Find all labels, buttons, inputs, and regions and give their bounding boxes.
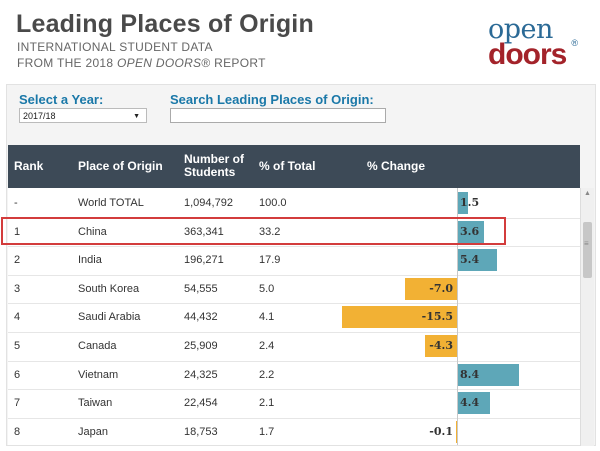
rank-cell: 3 xyxy=(14,282,21,295)
scroll-thumb[interactable] xyxy=(583,222,592,278)
pct-total-cell: 2.4 xyxy=(259,340,275,352)
column-place[interactable]: Place of Origin xyxy=(78,159,163,173)
subtitle-italic: OPEN DOORS xyxy=(117,56,202,70)
change-label: 3.6 xyxy=(460,224,480,238)
pct-total-cell: 4.1 xyxy=(259,311,275,324)
subtitle-prefix: FROM THE 2018 xyxy=(17,56,118,70)
column-pct-total[interactable]: % of Total xyxy=(259,159,316,173)
pct-total-cell: 1.7 xyxy=(259,425,275,438)
place-cell: India xyxy=(78,254,102,267)
students-cell: 24,325 xyxy=(184,368,218,381)
column-students[interactable]: Number of Students xyxy=(184,153,244,179)
change-bar xyxy=(456,420,457,443)
change-bar xyxy=(457,392,490,415)
change-label: -15.5 xyxy=(421,310,453,324)
table-row[interactable]: 8 Japan 18,753 1.7 -0.1 xyxy=(8,418,580,445)
change-bar xyxy=(457,363,520,386)
students-cell: 22,454 xyxy=(184,397,218,410)
scroll-up-icon[interactable]: ▲ xyxy=(584,190,591,197)
rank-cell: 7 xyxy=(14,397,21,410)
students-cell: 54,555 xyxy=(184,282,218,295)
logo-reg-mark: ® xyxy=(571,38,578,48)
students-cell: 196,271 xyxy=(184,254,224,267)
origin-table: Rank Place of Origin Number of Students … xyxy=(8,145,580,445)
change-label: 1.5 xyxy=(460,196,480,209)
change-bar xyxy=(342,306,457,329)
pct-total-cell: 33.2 xyxy=(259,225,281,238)
open-doors-logo: open ® doors xyxy=(488,14,578,71)
change-label: 5.4 xyxy=(460,253,480,267)
place-cell: Taiwan xyxy=(78,397,113,410)
rank-cell: - xyxy=(14,197,18,209)
pct-total-cell: 2.2 xyxy=(259,368,275,381)
place-cell: Japan xyxy=(78,425,108,438)
place-cell: Saudi Arabia xyxy=(78,311,141,324)
year-label: Select a Year: xyxy=(19,92,104,107)
page-subtitle-line1: INTERNATIONAL STUDENT DATA xyxy=(17,40,213,54)
rank-cell: 8 xyxy=(14,425,21,438)
place-cell: Vietnam xyxy=(78,368,119,381)
pct-total-cell: 100.0 xyxy=(259,197,287,209)
page-subtitle-line2: FROM THE 2018 OPEN DOORS® REPORT xyxy=(17,56,266,70)
students-cell: 25,909 xyxy=(184,340,218,352)
rank-cell: 2 xyxy=(14,254,21,267)
search-input[interactable] xyxy=(170,108,386,123)
search-label: Search Leading Places of Origin: xyxy=(170,92,374,107)
change-label: 8.4 xyxy=(460,367,480,381)
column-rank[interactable]: Rank xyxy=(14,159,44,173)
table-row[interactable]: 3 South Korea 54,555 5.0 -7.0 xyxy=(8,275,580,305)
subtitle-suffix: ® REPORT xyxy=(201,56,266,70)
rank-cell: 6 xyxy=(14,368,21,381)
scrollbar[interactable]: ▲ ≡ xyxy=(580,188,594,446)
students-cell: 44,432 xyxy=(184,311,218,324)
pct-total-cell: 5.0 xyxy=(259,282,275,295)
students-cell: 1,094,792 xyxy=(184,197,233,209)
rank-cell: 4 xyxy=(14,311,21,324)
change-label: -4.3 xyxy=(429,339,453,352)
table-header: Rank Place of Origin Number of Students … xyxy=(8,145,580,188)
change-bar xyxy=(457,220,484,243)
change-bar xyxy=(457,192,469,214)
page-title: Leading Places of Origin xyxy=(16,10,314,38)
place-cell: Canada xyxy=(78,340,117,352)
table-row[interactable]: 5 Canada 25,909 2.4 -4.3 xyxy=(8,332,580,362)
table-row[interactable]: 2 India 196,271 17.9 5.4 xyxy=(8,246,580,276)
logo-open-text: open xyxy=(488,14,553,45)
grip-icon: ≡ xyxy=(584,239,589,248)
year-select[interactable]: 2017/18 ▼ xyxy=(19,108,147,123)
place-cell: South Korea xyxy=(78,282,140,295)
students-cell: 363,341 xyxy=(184,225,224,238)
column-pct-change[interactable]: % Change xyxy=(367,159,426,173)
table-row[interactable]: - World TOTAL 1,094,792 100.0 1.5 xyxy=(8,189,580,219)
year-select-value: 2017/18 xyxy=(23,111,56,121)
change-label: -7.0 xyxy=(429,281,453,295)
place-cell: China xyxy=(78,225,107,238)
column-students-line1: Number of xyxy=(184,152,244,166)
change-label: -0.1 xyxy=(429,424,453,438)
rank-cell: 5 xyxy=(14,340,21,352)
table-row[interactable]: 4 Saudi Arabia 44,432 4.1 -15.5 xyxy=(8,303,580,333)
pct-total-cell: 17.9 xyxy=(259,254,281,267)
change-bar xyxy=(457,249,497,272)
students-cell: 18,753 xyxy=(184,425,218,438)
change-bar xyxy=(405,277,457,300)
logo-doors-text: doors xyxy=(488,38,567,71)
table-row[interactable]: 1 China 363,341 33.2 3.6 xyxy=(8,218,580,248)
highlight-box xyxy=(1,217,506,245)
zero-line xyxy=(457,188,458,445)
change-bar xyxy=(425,335,457,357)
table-row[interactable]: 7 Taiwan 22,454 2.1 4.4 xyxy=(8,389,580,419)
table-row[interactable]: 6 Vietnam 24,325 2.2 8.4 xyxy=(8,361,580,391)
pct-total-cell: 2.1 xyxy=(259,397,275,410)
place-cell: World TOTAL xyxy=(78,197,144,209)
change-label: 4.4 xyxy=(460,396,480,410)
column-students-line2: Students xyxy=(184,165,236,179)
rank-cell: 1 xyxy=(14,225,21,238)
chevron-down-icon[interactable]: ▼ xyxy=(133,113,140,120)
